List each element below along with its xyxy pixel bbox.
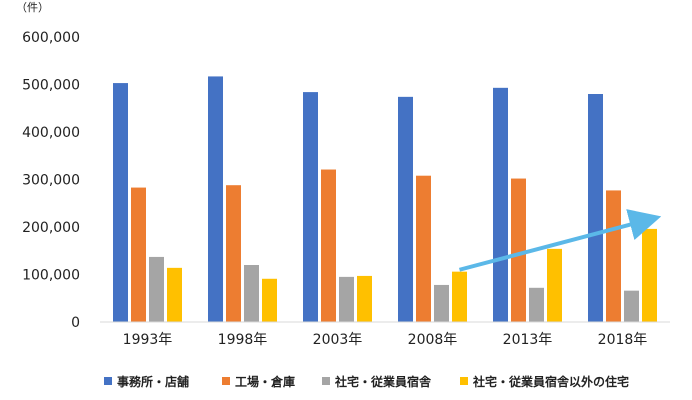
bar [511,178,526,322]
bar [529,287,544,322]
bar [547,248,562,322]
y-tick-label: 400,000 [22,125,80,141]
bar [357,275,372,322]
legend: 事務所・店舗 工場・倉庫 社宅・従業員宿舎 社宅・従業員宿舎以外の住宅 [104,374,629,389]
y-tick-label: 500,000 [22,78,80,94]
legend-label: 工場・倉庫 [235,374,295,389]
x-tick-label: 2013年 [503,332,553,348]
bar [588,94,603,322]
bar [244,265,259,322]
bar [416,175,431,322]
bar [131,187,146,322]
bar [452,271,467,322]
bar [339,276,354,322]
bar [624,290,639,322]
legend-label: 社宅・従業員宿舎 [334,374,432,389]
bar [167,267,182,322]
x-tick-label: 2018年 [598,332,648,348]
legend-swatch [460,377,468,385]
legend-swatch [104,377,112,385]
trend-arrow [458,209,662,272]
legend-swatch [322,377,330,385]
x-tick-label: 1993年 [123,332,173,348]
bar [226,185,241,322]
bar [493,87,508,322]
bar [642,228,657,322]
y-tick-label: 600,000 [22,30,80,46]
bar [113,83,128,322]
x-tick-label: 2003年 [313,332,363,348]
y-tick-label: 100,000 [22,268,80,284]
y-tick-label: 200,000 [22,220,80,236]
bar [262,278,277,322]
bar [434,284,449,322]
y-axis: 0 100,000 200,000 300,000 400,000 500,000 600,… [22,30,80,331]
bar [208,76,223,322]
bar [149,256,164,322]
legend-label: 社宅・従業員宿舎以外の住宅 [472,374,629,389]
bar [321,169,336,322]
x-tick-label: 1998年 [218,332,268,348]
legend-swatch [222,377,230,385]
y-tick-label: 300,000 [22,173,80,189]
x-tick-label: 2008年 [408,332,458,348]
legend-label: 事務所・店舗 [117,374,189,389]
y-axis-unit: （件） [16,1,49,14]
bars [113,76,657,322]
bar [398,96,413,322]
y-tick-label: 0 [71,315,80,331]
bar [606,190,621,322]
x-axis: 1993年 1998年 2003年 2008年 2013年 2018年 [123,332,648,348]
bar [303,92,318,322]
